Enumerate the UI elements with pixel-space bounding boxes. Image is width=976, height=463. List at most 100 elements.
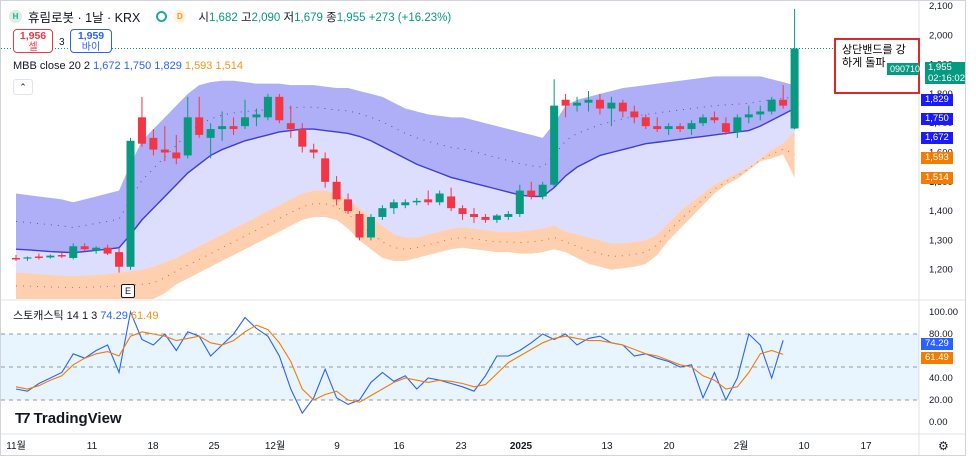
sell-price: 1,956	[19, 30, 47, 42]
candle-body[interactable]	[492, 215, 501, 220]
candle-body[interactable]	[172, 152, 181, 159]
tradingview-logo[interactable]: T7 TradingView	[15, 410, 122, 427]
candle-body[interactable]	[286, 123, 295, 130]
candle-body[interactable]	[767, 99, 776, 112]
chart-canvas[interactable]: 1,2001,3001,4001,5001,6001,7001,8001,900…	[1, 1, 966, 456]
time-axis-label: 25	[208, 441, 220, 452]
candle-body[interactable]	[23, 257, 32, 259]
candle-body[interactable]	[298, 129, 307, 147]
lower-band-fill	[16, 131, 795, 299]
time-axis-label: 11	[87, 441, 98, 452]
stochastic-legend[interactable]: 스토캐스틱 14 1 3 74.29 61.49	[13, 307, 158, 323]
candle-body[interactable]	[515, 190, 524, 215]
candle-body[interactable]	[481, 216, 490, 220]
candle-body[interactable]	[241, 117, 249, 127]
candle-body[interactable]	[676, 126, 685, 130]
candle-body[interactable]	[699, 117, 707, 124]
candle-body[interactable]	[149, 137, 158, 150]
chevron-up-icon[interactable]: ⌃	[13, 79, 33, 95]
candle-body[interactable]	[12, 257, 20, 260]
delay-badge-icon[interactable]: D	[173, 10, 187, 23]
last-price-value: 1,955	[928, 62, 952, 73]
candle-body[interactable]	[344, 199, 353, 212]
candle-body[interactable]	[573, 102, 582, 106]
candle-body[interactable]	[321, 158, 330, 182]
candle-body[interactable]	[160, 149, 169, 153]
candle-body[interactable]	[218, 126, 227, 130]
candle-body[interactable]	[618, 102, 627, 112]
stoch-axis-label: 20.00	[929, 395, 953, 406]
candle-body[interactable]	[80, 246, 89, 250]
buy-price: 1,959	[77, 30, 105, 42]
band-price-tag: 1,593	[921, 152, 953, 164]
tradingview-logo-icon: T7	[15, 410, 30, 427]
stoch-d-value: 61.49	[130, 310, 159, 322]
stoch-d-line	[15, 324, 784, 403]
candle-body[interactable]	[790, 48, 799, 129]
candle-body[interactable]	[309, 149, 318, 153]
candle-body[interactable]	[412, 200, 421, 203]
candle-body[interactable]	[46, 255, 55, 258]
candle-body[interactable]	[687, 123, 696, 130]
stoch-value-tag: 74.29	[921, 338, 953, 350]
candle-body[interactable]	[401, 202, 410, 206]
stoch-axis-label: 40.00	[929, 373, 953, 384]
candle-body[interactable]	[92, 247, 101, 251]
market-status-icon[interactable]	[156, 11, 168, 22]
open-value: 1,682	[208, 11, 238, 24]
candle-body[interactable]	[504, 214, 513, 217]
candle-body[interactable]	[664, 126, 673, 130]
buy-button[interactable]: 1,959 바이	[70, 29, 112, 53]
candle-body[interactable]	[744, 114, 753, 118]
candle-body[interactable]	[458, 208, 467, 215]
candle-body[interactable]	[595, 99, 604, 109]
candle-body[interactable]	[355, 214, 364, 238]
time-axis-label: 2월	[734, 440, 749, 452]
candle-body[interactable]	[641, 117, 650, 127]
candle-body[interactable]	[630, 111, 639, 118]
candle-body[interactable]	[584, 99, 593, 103]
candle-body[interactable]	[424, 199, 433, 203]
candle-body[interactable]	[103, 247, 112, 254]
candle-body[interactable]	[733, 117, 742, 132]
candle-body[interactable]	[252, 114, 261, 118]
candle-body[interactable]	[470, 214, 478, 217]
sell-button[interactable]: 1,956 셀	[13, 29, 53, 53]
candle-body[interactable]	[263, 96, 272, 118]
candle-body[interactable]	[195, 117, 204, 135]
candle-body[interactable]	[69, 246, 78, 258]
candle-body[interactable]	[527, 190, 536, 197]
candle-body[interactable]	[447, 196, 456, 209]
time-axis-label: 13	[601, 441, 613, 452]
candle-body[interactable]	[137, 117, 146, 144]
candle-body[interactable]	[550, 105, 559, 185]
candle-body[interactable]	[607, 102, 616, 109]
candle-body[interactable]	[378, 208, 387, 217]
candle-body[interactable]	[561, 99, 570, 106]
middle-band-fill	[16, 108, 795, 277]
bollinger-legend[interactable]: MBB close 20 2 1,672 1,750 1,829 1,593 1…	[13, 60, 243, 72]
candle-body[interactable]	[721, 123, 730, 132]
earnings-event-icon[interactable]: E	[121, 284, 135, 298]
candle-body[interactable]	[126, 140, 135, 267]
candle-body[interactable]	[779, 99, 788, 106]
candle-body[interactable]	[206, 129, 215, 138]
candle-body[interactable]	[115, 252, 124, 267]
candle-body[interactable]	[710, 117, 719, 121]
candle-body[interactable]	[653, 126, 662, 130]
indicator-value-4: 1,593	[184, 60, 213, 72]
candle-body[interactable]	[756, 111, 765, 115]
candle-body[interactable]	[57, 255, 66, 257]
candle-body[interactable]	[538, 184, 547, 197]
candle-body[interactable]	[332, 181, 341, 200]
symbol-title[interactable]: 휴림로봇 · 1날 · KRX	[28, 11, 141, 25]
candle-body[interactable]	[34, 256, 43, 258]
candle-body[interactable]	[435, 193, 444, 203]
candle-body[interactable]	[366, 216, 375, 238]
candle-body[interactable]	[389, 202, 398, 209]
upper-band-fill	[16, 76, 795, 253]
candle-body[interactable]	[229, 126, 238, 130]
candle-body[interactable]	[183, 117, 192, 156]
gear-icon[interactable]: ⚙	[938, 439, 949, 453]
candle-body[interactable]	[275, 96, 284, 121]
